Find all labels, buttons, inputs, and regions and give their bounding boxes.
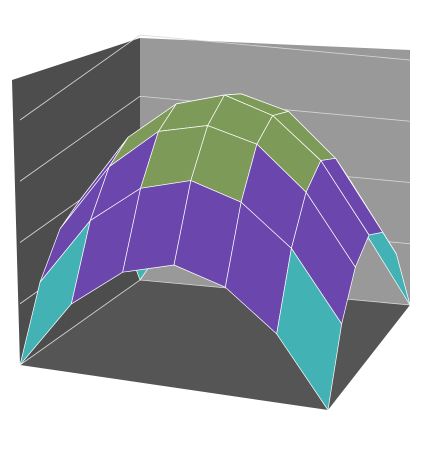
grid-line [19, 95, 411, 182]
surface [19, 93, 411, 411]
grid-line [19, 34, 411, 121]
surface-patch [276, 248, 343, 411]
